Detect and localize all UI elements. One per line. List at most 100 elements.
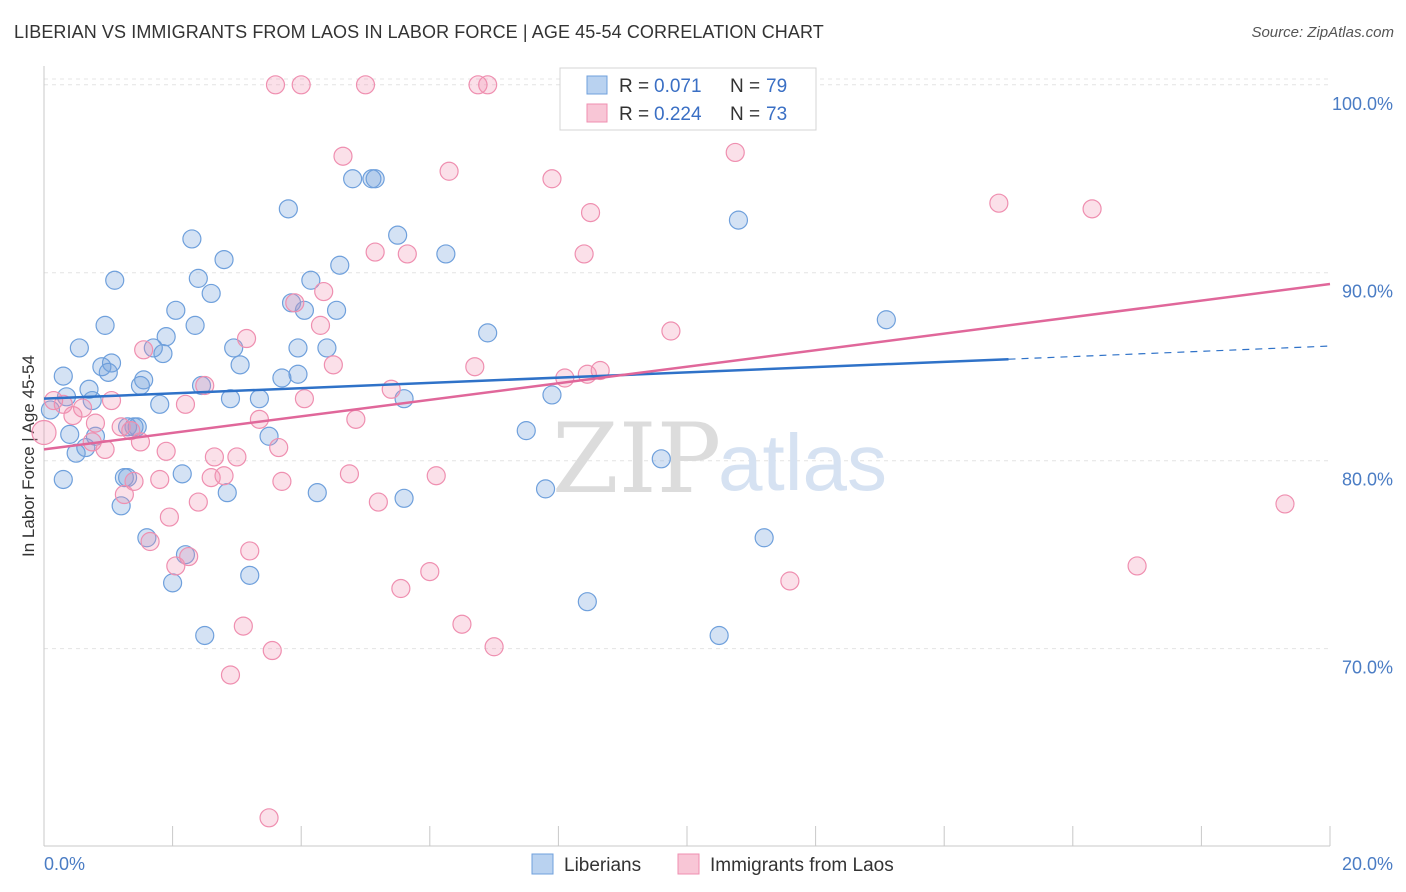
- data-point: [134, 370, 154, 390]
- data-point: [294, 300, 315, 320]
- data-point: [188, 492, 208, 512]
- data-point: [269, 437, 289, 458]
- legend-r-label-1: R =: [619, 76, 649, 97]
- data-point: [69, 338, 89, 358]
- data-point: [105, 270, 125, 290]
- data-point: [185, 315, 205, 335]
- data-point: [307, 483, 327, 503]
- data-point: [391, 578, 411, 599]
- data-point: [111, 496, 131, 516]
- data-point: [117, 417, 138, 437]
- x-tick-label-start: 0.0%: [44, 854, 85, 874]
- legend-r-value-2: 0.224: [654, 104, 702, 125]
- trend-lines: [43, 282, 1331, 451]
- data-point: [195, 625, 215, 646]
- data-point: [368, 492, 388, 512]
- data-point: [249, 389, 270, 409]
- data-point: [288, 364, 308, 384]
- data-point: [989, 193, 1009, 213]
- data-point: [285, 293, 305, 313]
- data-point: [323, 355, 343, 375]
- data-point: [166, 556, 186, 576]
- chart-title: LIBERIAN VS IMMIGRANTS FROM LAOS IN LABO…: [14, 22, 824, 42]
- data-point: [156, 441, 176, 461]
- data-point: [195, 375, 215, 396]
- watermark-atlas: atlas: [718, 418, 887, 507]
- data-point: [577, 592, 597, 612]
- data-point: [314, 281, 334, 302]
- data-point: [436, 244, 456, 264]
- data-point: [333, 146, 353, 166]
- data-point: [439, 161, 459, 181]
- data-point: [580, 203, 601, 223]
- data-point: [468, 75, 488, 95]
- y-tick-label: 90.0%: [1342, 282, 1393, 302]
- data-point: [179, 546, 199, 567]
- data-point: [188, 268, 208, 288]
- y-tick-label: 80.0%: [1342, 470, 1393, 490]
- data-point: [236, 328, 257, 349]
- data-point: [166, 300, 186, 320]
- data-point: [426, 466, 446, 486]
- bottom-legend-swatch-laos: [677, 853, 700, 875]
- data-point: [249, 409, 270, 429]
- data-point: [137, 528, 157, 548]
- data-point: [420, 561, 440, 582]
- legend-n-label-2: N =: [730, 104, 760, 125]
- legend-swatch-liberians: [586, 75, 608, 95]
- data-point: [101, 390, 122, 411]
- data-point: [535, 479, 556, 499]
- legend-r-value-1: 0.071: [654, 76, 702, 97]
- data-point: [79, 379, 99, 399]
- data-point: [182, 229, 202, 249]
- data-point: [163, 573, 183, 593]
- data-point: [60, 424, 80, 444]
- data-point: [143, 338, 163, 358]
- series-liberians: [40, 169, 896, 646]
- y-axis-label: In Labor Force | Age 45-54: [19, 355, 38, 557]
- data-point: [124, 471, 144, 491]
- data-point: [478, 75, 498, 95]
- data-point: [346, 409, 366, 429]
- data-point: [150, 469, 170, 490]
- data-point: [709, 625, 729, 646]
- data-point: [484, 637, 504, 657]
- y-tick-labels: 70.0% 80.0% 90.0% 100.0%: [1332, 94, 1393, 678]
- x-ticks: [43, 826, 1331, 846]
- legend-n-value-2: 73: [766, 104, 787, 125]
- data-point: [217, 483, 237, 503]
- data-point: [31, 419, 57, 446]
- legend-n-label-1: N =: [730, 76, 760, 97]
- data-point: [291, 75, 311, 95]
- data-point: [310, 315, 331, 335]
- data-point: [101, 353, 122, 373]
- legend-r-label-2: R =: [619, 104, 649, 125]
- data-point: [111, 417, 131, 437]
- x-tick-label-end: 20.0%: [1342, 854, 1393, 874]
- data-point: [53, 366, 73, 386]
- data-point: [214, 466, 234, 486]
- data-point: [542, 169, 562, 189]
- data-point: [574, 244, 594, 264]
- data-point: [725, 142, 745, 163]
- data-point: [114, 484, 134, 505]
- data-point: [44, 390, 64, 411]
- data-point: [201, 283, 221, 304]
- legend-n-value-1: 79: [766, 76, 787, 97]
- data-point: [240, 565, 260, 585]
- data-point: [365, 169, 385, 189]
- data-point: [301, 270, 321, 290]
- data-point: [85, 426, 106, 446]
- x-tick-labels: 0.0% 20.0%: [44, 854, 1393, 874]
- bottom-legend-label-laos: Immigrants from Laos: [710, 855, 894, 876]
- data-point: [153, 343, 173, 364]
- y-tick-label: 70.0%: [1342, 658, 1393, 678]
- data-point: [465, 357, 485, 377]
- data-point: [365, 242, 385, 262]
- data-point: [140, 531, 160, 552]
- data-point: [259, 808, 279, 828]
- data-point: [224, 338, 244, 358]
- data-point: [85, 413, 106, 433]
- data-point: [542, 385, 562, 405]
- watermark-zip: ZIP: [552, 403, 721, 515]
